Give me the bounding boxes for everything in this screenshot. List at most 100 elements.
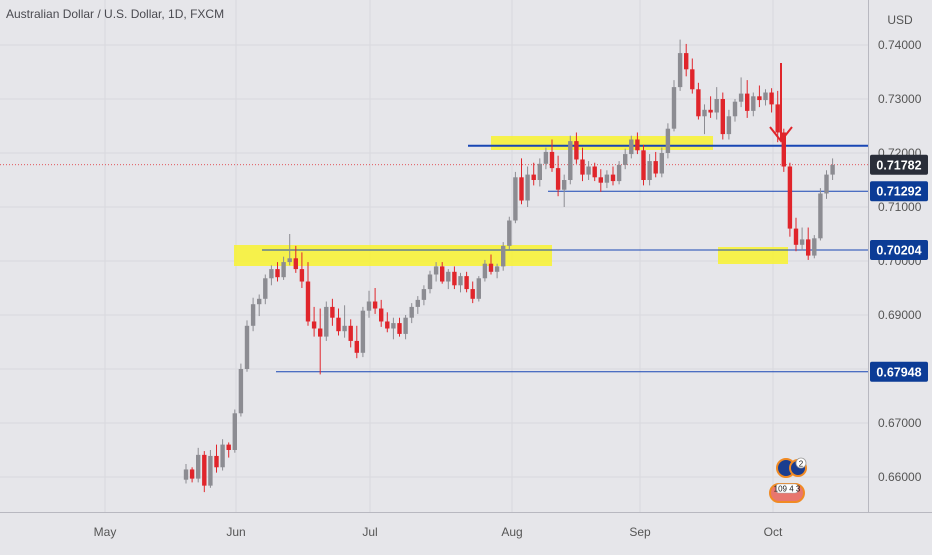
candle-body — [677, 53, 683, 88]
candle-body — [568, 141, 573, 180]
price-tick-label: 0.73000 — [878, 92, 922, 106]
price-tags: 0.71782 0.71292 0.70204 0.67948 — [870, 154, 928, 382]
candle-body — [732, 101, 738, 117]
candle-body — [763, 92, 768, 101]
price-tag[interactable] — [870, 239, 928, 260]
candle-body — [342, 325, 347, 332]
price-tick-label: 0.74000 — [878, 38, 922, 52]
price-axis[interactable]: 0.740000.730000.720000.710000.700000.690… — [878, 38, 922, 484]
candle-body — [226, 444, 231, 450]
candle-body — [690, 69, 695, 90]
candle-body — [653, 161, 658, 174]
price-tag-label: 0.71292 — [876, 185, 921, 199]
price-tag[interactable] — [870, 181, 928, 202]
candle-body — [293, 258, 298, 270]
candle-body — [196, 454, 201, 479]
candle-body — [232, 413, 237, 450]
candle-body — [513, 177, 518, 221]
us-event-count: 109 4 3 — [774, 485, 801, 494]
candle-body — [616, 164, 622, 182]
us-flag-icon[interactable]: 109 4 3 — [769, 483, 805, 503]
au-flag-icon[interactable]: 2 — [776, 457, 807, 478]
flag-badges[interactable]: 2 109 4 3 — [769, 457, 807, 503]
candle-body — [549, 151, 555, 169]
price-tag[interactable] — [870, 361, 928, 382]
candle-body — [476, 278, 481, 299]
price-tick-label: 0.67000 — [878, 416, 922, 430]
time-tick-label: May — [94, 525, 117, 539]
candle-body — [311, 321, 317, 329]
price-tick-label: 0.71000 — [878, 200, 922, 214]
candle-body — [586, 166, 591, 175]
au-event-count: 2 — [799, 460, 804, 469]
highlight-zone — [718, 247, 788, 264]
candle-body — [250, 304, 256, 326]
candle-body — [799, 239, 805, 245]
candle-body — [488, 263, 494, 272]
time-axis[interactable]: May Jun Jul Aug Sep Oct — [94, 525, 783, 539]
down-arrow-head-icon — [769, 126, 793, 143]
candle-body — [385, 321, 390, 329]
candle-body — [708, 109, 713, 113]
highlight-zone — [491, 136, 713, 150]
candle-body — [592, 166, 597, 178]
candle-body — [629, 139, 634, 155]
candle-body — [403, 317, 408, 334]
candle-body — [330, 306, 335, 318]
candle-body — [830, 164, 835, 175]
candle-body — [580, 159, 585, 175]
candle-body — [202, 454, 207, 486]
candle-body — [659, 153, 664, 174]
candle-body — [519, 177, 524, 201]
candle-body — [671, 87, 677, 129]
candle-body — [635, 139, 640, 151]
candle-body — [421, 289, 427, 300]
candle-body — [269, 269, 274, 279]
candle-body — [507, 220, 512, 246]
candle-body — [726, 116, 732, 135]
candle-body — [738, 93, 744, 102]
candle-body — [189, 469, 195, 479]
candle-body — [702, 109, 707, 117]
time-tick-label: Jul — [362, 525, 377, 539]
candle-body — [452, 271, 457, 286]
time-tick-label: Jun — [226, 525, 245, 539]
candle-body — [574, 141, 579, 160]
candle-body — [757, 96, 762, 101]
candle-body — [348, 325, 353, 341]
candle-body — [525, 174, 530, 201]
candles — [183, 39, 835, 493]
candle-body — [537, 163, 542, 180]
candle-body — [336, 317, 341, 332]
candle-body — [354, 340, 359, 353]
candle-body — [299, 269, 305, 282]
candle-body — [318, 328, 323, 337]
candle-body — [409, 306, 414, 318]
candle-body — [684, 53, 689, 70]
candle-body — [482, 263, 488, 279]
candle-body — [275, 269, 280, 278]
annotations — [769, 63, 793, 143]
candle-body — [214, 455, 219, 468]
candle-body — [238, 369, 244, 414]
candle-body — [720, 99, 725, 135]
candle-body — [458, 276, 463, 286]
price-tag[interactable] — [870, 154, 928, 175]
candle-body — [793, 228, 799, 245]
candle-body — [751, 96, 756, 111]
candle-body — [562, 180, 567, 190]
time-tick-label: Aug — [501, 525, 522, 539]
candle-body — [598, 177, 603, 183]
candle-body — [415, 299, 420, 307]
candle-body — [818, 193, 823, 239]
candle-body — [531, 174, 536, 180]
candle-body — [208, 455, 213, 486]
candle-body — [812, 238, 817, 256]
candle-body — [494, 266, 500, 272]
candle-body — [287, 258, 292, 263]
candle-body — [183, 469, 189, 480]
candle-body — [501, 245, 506, 267]
candle-body — [391, 323, 396, 329]
